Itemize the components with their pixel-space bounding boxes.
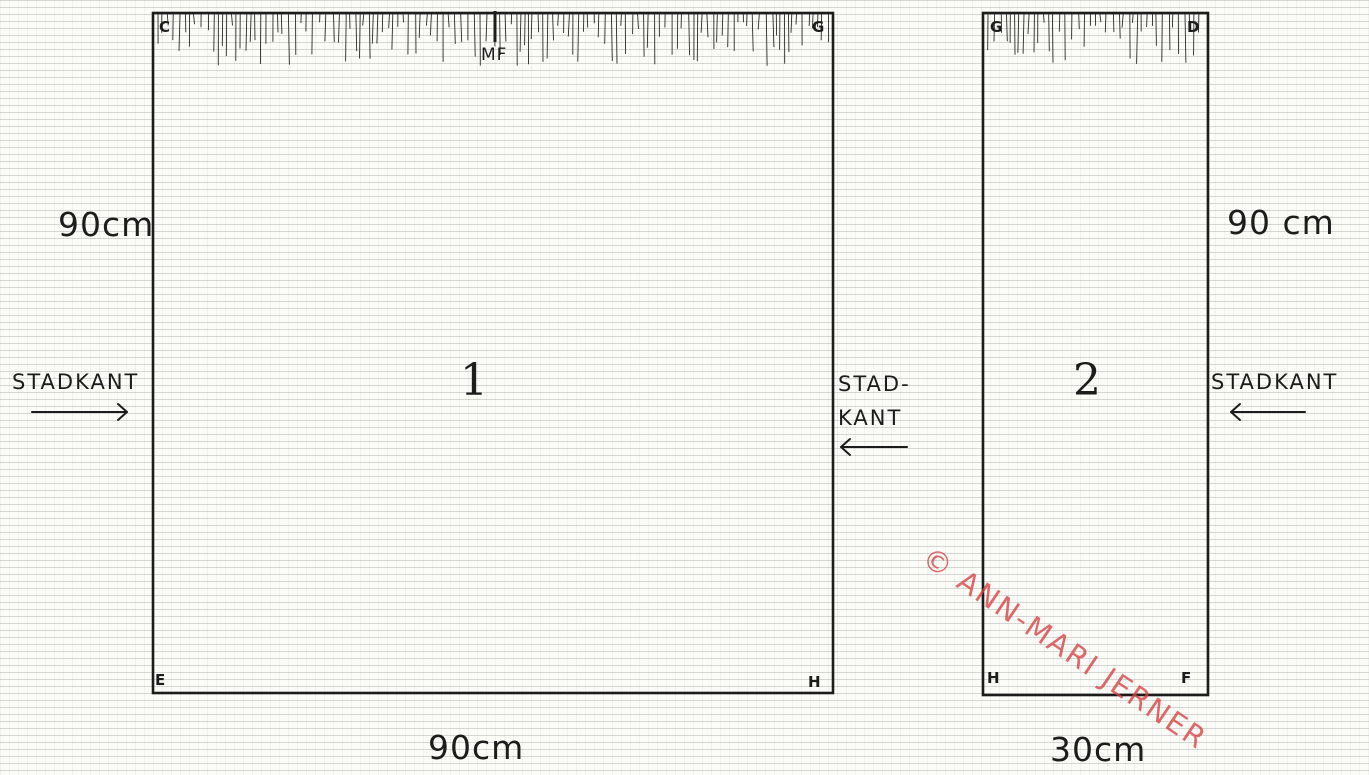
arrow-left-icon xyxy=(840,438,908,456)
piece-number-2: 2 xyxy=(1073,355,1101,406)
selvage-label-middle-line1: STAD- xyxy=(838,372,911,396)
corner-label-g2: G xyxy=(990,18,1003,36)
corner-label-h: H xyxy=(808,673,821,691)
corner-label-d: D xyxy=(1187,18,1200,36)
corner-label-c: C xyxy=(159,18,171,36)
piece-2-height-label: 90 cm xyxy=(1227,203,1335,242)
piece-2-width-label: 30cm xyxy=(1050,730,1147,769)
piece-1-width-label: 90cm xyxy=(428,728,525,767)
corner-label-e: E xyxy=(155,671,166,689)
selvage-label-middle-line2: KANT xyxy=(838,406,903,430)
arrow-right-icon xyxy=(31,403,128,421)
piece-2-outline xyxy=(981,11,1210,697)
piece-1-outline xyxy=(151,11,835,695)
fold-mark-label: MF xyxy=(481,45,508,65)
corner-label-f: F xyxy=(1181,669,1192,687)
selvage-label-left: STADKANT xyxy=(12,370,140,394)
piece-number-1: 1 xyxy=(460,355,488,406)
fringe-hatching xyxy=(157,13,1200,66)
piece-1-height-label: 90cm xyxy=(58,205,155,244)
corner-label-h2: H xyxy=(987,669,1000,687)
selvage-label-right: STADKANT xyxy=(1211,370,1339,394)
corner-label-g: G xyxy=(812,18,825,36)
arrow-left-icon xyxy=(1230,403,1306,421)
